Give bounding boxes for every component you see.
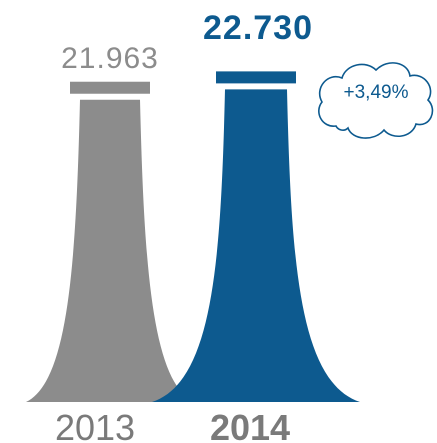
bar-cap-2014: [216, 71, 296, 84]
growth-cloud: +3,49%: [318, 62, 434, 139]
value-label-2014: 22.730: [203, 9, 313, 47]
bar-cap-2013: [70, 81, 150, 94]
value-label-2013: 21.963: [61, 42, 159, 75]
bars-group: [26, 71, 360, 402]
year-label-2014: 2014: [210, 407, 290, 443]
growth-label: +3,49%: [344, 82, 409, 103]
bar-2013: [26, 99, 194, 402]
year-label-2013: 2013: [55, 407, 135, 443]
cloud-icon: [318, 62, 434, 139]
bar-2014: [152, 89, 360, 402]
